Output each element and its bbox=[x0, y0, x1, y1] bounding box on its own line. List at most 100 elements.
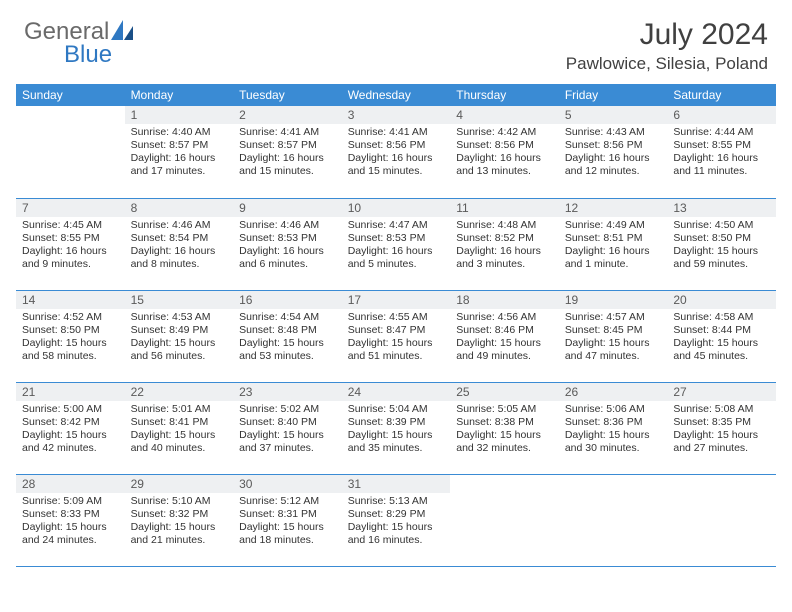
day-details: Sunrise: 5:01 AMSunset: 8:41 PMDaylight:… bbox=[125, 401, 234, 458]
daylight-text: Daylight: 15 hours and 27 minutes. bbox=[673, 429, 772, 455]
day-number: 27 bbox=[667, 383, 776, 401]
day-number: 4 bbox=[450, 106, 559, 124]
sunset-text: Sunset: 8:31 PM bbox=[239, 508, 338, 521]
sunset-text: Sunset: 8:41 PM bbox=[131, 416, 230, 429]
daylight-text: Daylight: 16 hours and 17 minutes. bbox=[131, 152, 230, 178]
sunset-text: Sunset: 8:44 PM bbox=[673, 324, 772, 337]
day-details: Sunrise: 5:13 AMSunset: 8:29 PMDaylight:… bbox=[342, 493, 451, 550]
calendar-day-cell bbox=[16, 106, 125, 198]
calendar-week-row: 1Sunrise: 4:40 AMSunset: 8:57 PMDaylight… bbox=[16, 106, 776, 198]
sunset-text: Sunset: 8:52 PM bbox=[456, 232, 555, 245]
calendar-day-cell: 1Sunrise: 4:40 AMSunset: 8:57 PMDaylight… bbox=[125, 106, 234, 198]
sunset-text: Sunset: 8:39 PM bbox=[348, 416, 447, 429]
day-number: 9 bbox=[233, 199, 342, 217]
sunrise-text: Sunrise: 5:09 AM bbox=[22, 495, 121, 508]
day-number bbox=[450, 475, 559, 479]
day-number: 5 bbox=[559, 106, 668, 124]
day-details: Sunrise: 5:00 AMSunset: 8:42 PMDaylight:… bbox=[16, 401, 125, 458]
sunrise-text: Sunrise: 4:45 AM bbox=[22, 219, 121, 232]
daylight-text: Daylight: 15 hours and 42 minutes. bbox=[22, 429, 121, 455]
calendar-day-cell: 28Sunrise: 5:09 AMSunset: 8:33 PMDayligh… bbox=[16, 474, 125, 566]
day-header: Sunday bbox=[16, 84, 125, 106]
calendar-day-cell: 8Sunrise: 4:46 AMSunset: 8:54 PMDaylight… bbox=[125, 198, 234, 290]
day-number: 13 bbox=[667, 199, 776, 217]
title-block: July 2024 Pawlowice, Silesia, Poland bbox=[566, 18, 768, 74]
sunrise-text: Sunrise: 4:41 AM bbox=[348, 126, 447, 139]
day-details: Sunrise: 4:49 AMSunset: 8:51 PMDaylight:… bbox=[559, 217, 668, 274]
sunrise-text: Sunrise: 4:48 AM bbox=[456, 219, 555, 232]
day-details: Sunrise: 4:55 AMSunset: 8:47 PMDaylight:… bbox=[342, 309, 451, 366]
calendar-day-cell: 20Sunrise: 4:58 AMSunset: 8:44 PMDayligh… bbox=[667, 290, 776, 382]
day-details: Sunrise: 4:41 AMSunset: 8:56 PMDaylight:… bbox=[342, 124, 451, 181]
daylight-text: Daylight: 15 hours and 37 minutes. bbox=[239, 429, 338, 455]
daylight-text: Daylight: 16 hours and 12 minutes. bbox=[565, 152, 664, 178]
sunrise-text: Sunrise: 5:05 AM bbox=[456, 403, 555, 416]
calendar-day-cell: 22Sunrise: 5:01 AMSunset: 8:41 PMDayligh… bbox=[125, 382, 234, 474]
day-number: 19 bbox=[559, 291, 668, 309]
day-details: Sunrise: 4:57 AMSunset: 8:45 PMDaylight:… bbox=[559, 309, 668, 366]
sunrise-text: Sunrise: 5:04 AM bbox=[348, 403, 447, 416]
daylight-text: Daylight: 15 hours and 24 minutes. bbox=[22, 521, 121, 547]
day-details: Sunrise: 5:10 AMSunset: 8:32 PMDaylight:… bbox=[125, 493, 234, 550]
calendar-day-cell: 31Sunrise: 5:13 AMSunset: 8:29 PMDayligh… bbox=[342, 474, 451, 566]
day-details: Sunrise: 4:43 AMSunset: 8:56 PMDaylight:… bbox=[559, 124, 668, 181]
daylight-text: Daylight: 15 hours and 40 minutes. bbox=[131, 429, 230, 455]
sunset-text: Sunset: 8:56 PM bbox=[348, 139, 447, 152]
day-header: Tuesday bbox=[233, 84, 342, 106]
day-number bbox=[559, 475, 668, 479]
calendar-day-cell: 29Sunrise: 5:10 AMSunset: 8:32 PMDayligh… bbox=[125, 474, 234, 566]
day-details: Sunrise: 5:08 AMSunset: 8:35 PMDaylight:… bbox=[667, 401, 776, 458]
calendar-day-cell: 3Sunrise: 4:41 AMSunset: 8:56 PMDaylight… bbox=[342, 106, 451, 198]
day-header: Monday bbox=[125, 84, 234, 106]
day-details: Sunrise: 4:46 AMSunset: 8:53 PMDaylight:… bbox=[233, 217, 342, 274]
sunset-text: Sunset: 8:47 PM bbox=[348, 324, 447, 337]
day-details: Sunrise: 5:02 AMSunset: 8:40 PMDaylight:… bbox=[233, 401, 342, 458]
calendar-day-cell: 9Sunrise: 4:46 AMSunset: 8:53 PMDaylight… bbox=[233, 198, 342, 290]
day-number: 29 bbox=[125, 475, 234, 493]
sunrise-text: Sunrise: 4:47 AM bbox=[348, 219, 447, 232]
day-number: 7 bbox=[16, 199, 125, 217]
day-number: 20 bbox=[667, 291, 776, 309]
day-details: Sunrise: 4:42 AMSunset: 8:56 PMDaylight:… bbox=[450, 124, 559, 181]
day-number: 31 bbox=[342, 475, 451, 493]
calendar-day-cell: 4Sunrise: 4:42 AMSunset: 8:56 PMDaylight… bbox=[450, 106, 559, 198]
sunset-text: Sunset: 8:56 PM bbox=[456, 139, 555, 152]
calendar-day-cell: 10Sunrise: 4:47 AMSunset: 8:53 PMDayligh… bbox=[342, 198, 451, 290]
daylight-text: Daylight: 16 hours and 13 minutes. bbox=[456, 152, 555, 178]
day-details: Sunrise: 5:12 AMSunset: 8:31 PMDaylight:… bbox=[233, 493, 342, 550]
day-number: 25 bbox=[450, 383, 559, 401]
sunrise-text: Sunrise: 4:52 AM bbox=[22, 311, 121, 324]
day-number: 6 bbox=[667, 106, 776, 124]
sunrise-text: Sunrise: 4:54 AM bbox=[239, 311, 338, 324]
sunrise-text: Sunrise: 4:44 AM bbox=[673, 126, 772, 139]
day-details: Sunrise: 4:41 AMSunset: 8:57 PMDaylight:… bbox=[233, 124, 342, 181]
day-number: 2 bbox=[233, 106, 342, 124]
sunset-text: Sunset: 8:33 PM bbox=[22, 508, 121, 521]
day-details: Sunrise: 4:53 AMSunset: 8:49 PMDaylight:… bbox=[125, 309, 234, 366]
calendar-day-cell: 16Sunrise: 4:54 AMSunset: 8:48 PMDayligh… bbox=[233, 290, 342, 382]
day-details: Sunrise: 4:47 AMSunset: 8:53 PMDaylight:… bbox=[342, 217, 451, 274]
day-number bbox=[667, 475, 776, 479]
day-number: 30 bbox=[233, 475, 342, 493]
daylight-text: Daylight: 16 hours and 15 minutes. bbox=[348, 152, 447, 178]
sunset-text: Sunset: 8:51 PM bbox=[565, 232, 664, 245]
sunrise-text: Sunrise: 4:55 AM bbox=[348, 311, 447, 324]
day-details: Sunrise: 4:58 AMSunset: 8:44 PMDaylight:… bbox=[667, 309, 776, 366]
day-header: Saturday bbox=[667, 84, 776, 106]
sunrise-text: Sunrise: 4:42 AM bbox=[456, 126, 555, 139]
day-number: 12 bbox=[559, 199, 668, 217]
daylight-text: Daylight: 16 hours and 9 minutes. bbox=[22, 245, 121, 271]
day-number: 22 bbox=[125, 383, 234, 401]
daylight-text: Daylight: 15 hours and 16 minutes. bbox=[348, 521, 447, 547]
month-title: July 2024 bbox=[566, 18, 768, 52]
calendar-day-cell: 15Sunrise: 4:53 AMSunset: 8:49 PMDayligh… bbox=[125, 290, 234, 382]
logo-sail-icon bbox=[111, 19, 133, 47]
day-header: Friday bbox=[559, 84, 668, 106]
daylight-text: Daylight: 15 hours and 59 minutes. bbox=[673, 245, 772, 271]
calendar-day-cell: 25Sunrise: 5:05 AMSunset: 8:38 PMDayligh… bbox=[450, 382, 559, 474]
day-details: Sunrise: 5:09 AMSunset: 8:33 PMDaylight:… bbox=[16, 493, 125, 550]
calendar-day-cell bbox=[450, 474, 559, 566]
sunrise-text: Sunrise: 4:46 AM bbox=[131, 219, 230, 232]
calendar-day-cell: 27Sunrise: 5:08 AMSunset: 8:35 PMDayligh… bbox=[667, 382, 776, 474]
daylight-text: Daylight: 15 hours and 45 minutes. bbox=[673, 337, 772, 363]
